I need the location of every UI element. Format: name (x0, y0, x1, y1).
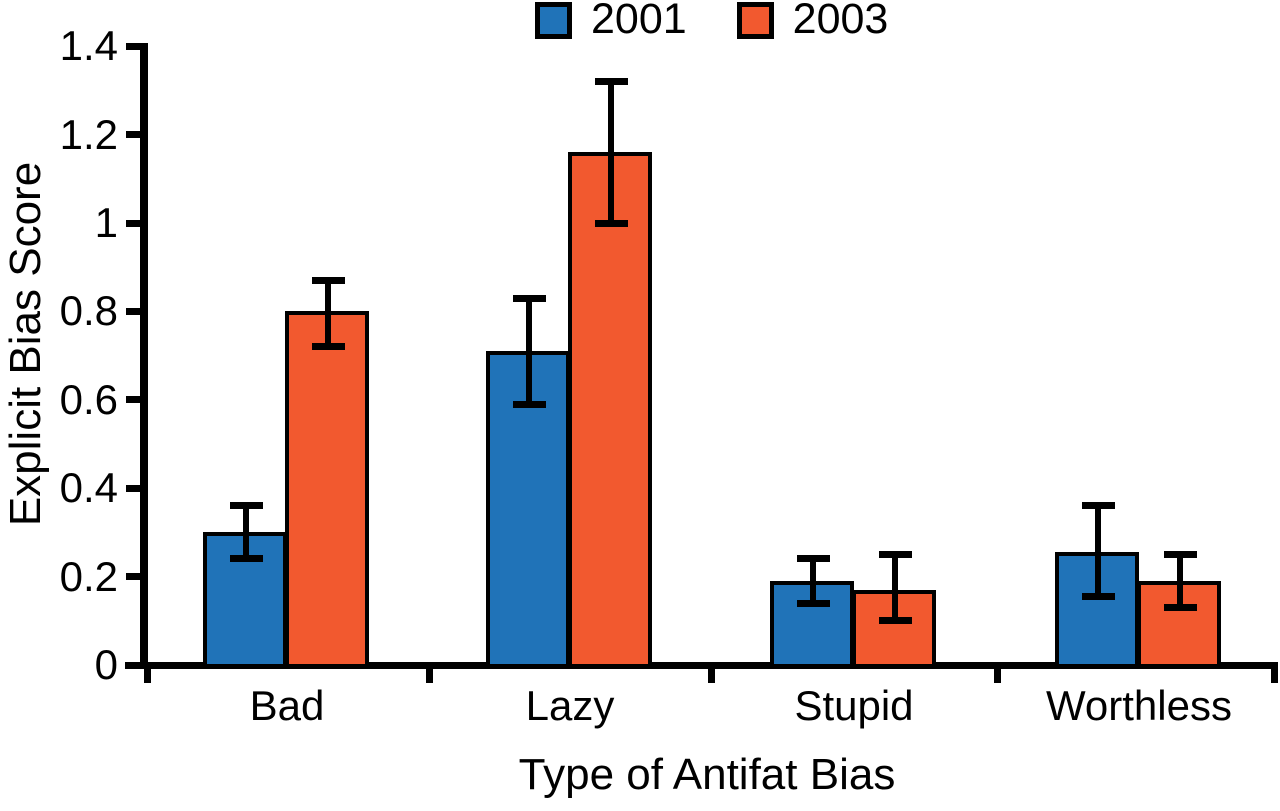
error-bar-cap-bottom (594, 219, 628, 227)
x-axis-tick (993, 662, 1001, 683)
error-bar-cap-bottom (311, 343, 345, 351)
y-tick-label: 0.2 (59, 552, 118, 600)
bar-2003-bad (285, 311, 369, 668)
y-tick-label: 1.2 (59, 110, 118, 158)
legend-label-2001: 2001 (591, 0, 687, 43)
x-axis-line (125, 662, 1278, 669)
x-axis-tick (143, 662, 151, 683)
y-tick-label: 1 (94, 199, 118, 246)
error-bar-cap-bottom (229, 555, 263, 563)
y-axis-line (140, 42, 148, 669)
y-axis-tick (126, 42, 148, 50)
error-bar-stem (526, 298, 532, 405)
bar-2003-stupid (852, 589, 936, 668)
y-tick-label: 0.8 (59, 287, 118, 335)
error-bar-stem (810, 558, 816, 604)
y-tick-label: 0.4 (59, 464, 118, 512)
legend-swatch-2001 (535, 2, 572, 39)
error-bar-cap-bottom (796, 599, 830, 607)
error-bar-stem (243, 505, 249, 559)
error-bar-stem (1177, 554, 1183, 608)
category-label-lazy: Lazy (525, 682, 615, 729)
error-bar-cap-bottom (512, 400, 546, 408)
x-axis-title: Type of Antifat Bias (518, 750, 896, 799)
y-tick-label: 0 (94, 641, 118, 688)
legend-item-2001: 2001 (535, 0, 687, 41)
error-bar-cap-top (229, 502, 263, 510)
x-axis-tick (1271, 662, 1278, 683)
error-bar-cap-top (878, 551, 912, 558)
category-label-bad: Bad (249, 682, 325, 729)
y-axis-title: Explicit Bias Score (1, 161, 50, 527)
y-tick-label: 0.6 (59, 375, 118, 423)
x-axis-tick (707, 662, 715, 683)
error-bar-cap-bottom (1081, 592, 1115, 600)
error-bar-cap-top (512, 294, 546, 302)
error-bar-cap-bottom (1163, 604, 1197, 612)
error-bar-cap-bottom (878, 617, 912, 625)
error-bar-cap-top (796, 555, 830, 563)
error-bar-stem (325, 280, 331, 347)
error-bar-stem (608, 81, 614, 223)
error-bar-cap-top (1081, 502, 1115, 510)
y-axis-tick (126, 219, 148, 227)
y-axis-tick (126, 307, 148, 315)
x-axis-tick (425, 662, 433, 683)
y-axis-tick (126, 484, 148, 492)
error-bar-cap-top (594, 78, 628, 86)
y-axis-tick (126, 396, 148, 404)
y-axis-tick (126, 573, 148, 581)
legend-label-2003: 2003 (792, 0, 889, 43)
bar-2003-lazy (568, 152, 652, 668)
legend: 2001 2003 (535, 0, 888, 41)
legend-swatch-2003 (736, 2, 774, 39)
y-axis-tick (126, 131, 148, 139)
error-bar-cap-top (1163, 551, 1197, 558)
y-tick-label: 1.4 (59, 22, 118, 70)
legend-item-2003: 2003 (736, 0, 889, 43)
error-bar-stem (892, 554, 898, 621)
category-label-stupid: Stupid (794, 682, 914, 729)
error-bar-stem (1095, 505, 1101, 597)
category-label-worthless: Worthless (1046, 682, 1232, 729)
error-bar-cap-top (311, 276, 345, 284)
